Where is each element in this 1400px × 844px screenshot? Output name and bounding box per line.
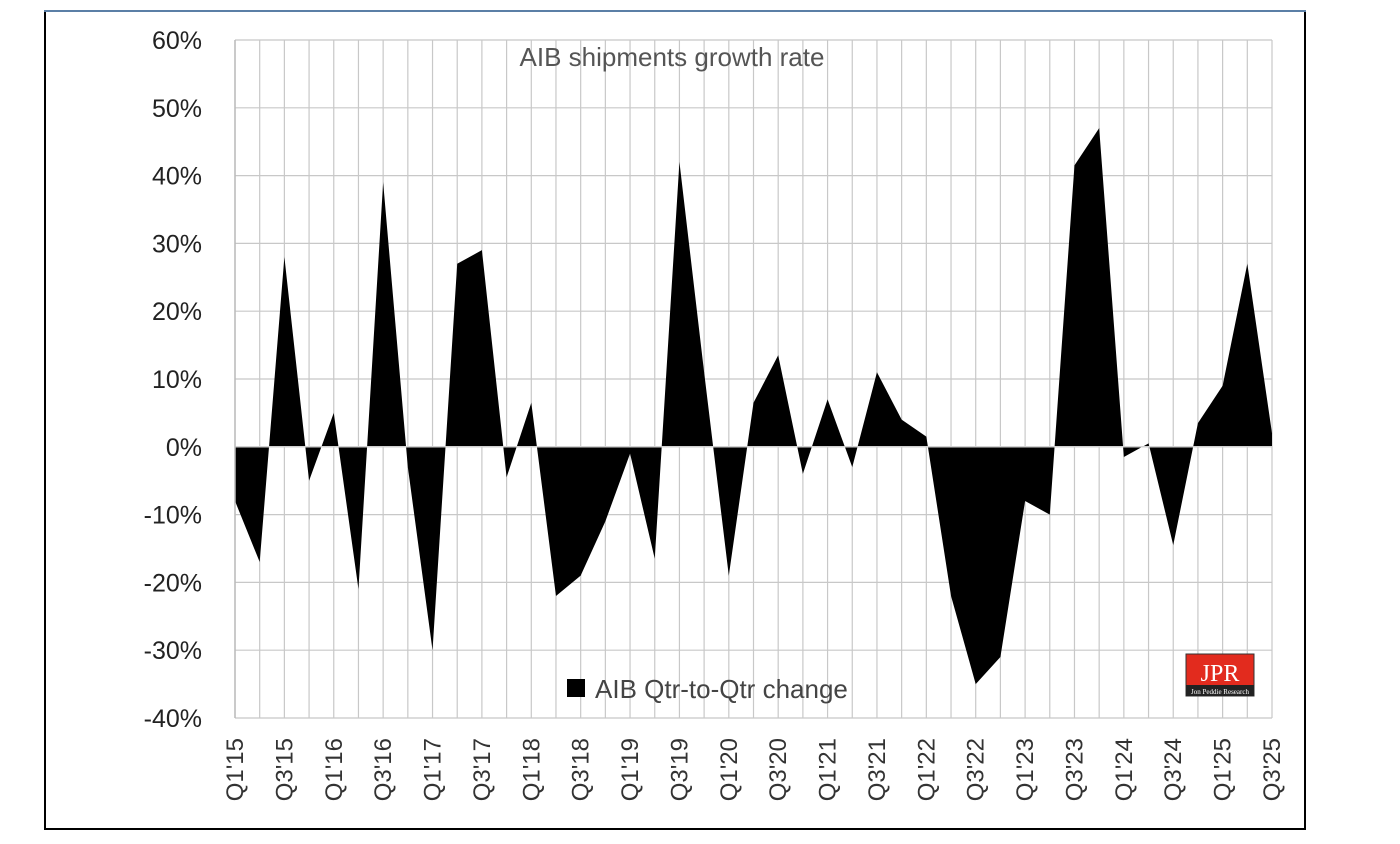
x-tick-label: Q1'16 — [321, 738, 348, 801]
x-tick-label: Q1'22 — [913, 738, 940, 801]
y-tick-label: 60% — [152, 27, 202, 55]
y-tick-label: -10% — [144, 502, 202, 530]
y-tick-label: -40% — [144, 705, 202, 733]
x-tick-label: Q1'24 — [1111, 738, 1138, 801]
jpr-logo: JPR Jon Peddie Research — [1185, 653, 1255, 697]
y-tick-label: 20% — [152, 298, 202, 326]
x-tick-label: Q3'20 — [765, 738, 792, 801]
x-axis-ticks: Q1'15 Q3'15 Q1'16 Q3'16 Q1'17 Q3'17 Q1'18 Q3'18… — [222, 738, 1286, 801]
x-tick-label: Q3'22 — [963, 738, 990, 801]
y-tick-label: 40% — [152, 163, 202, 191]
x-tick-label: Q3'25 — [1259, 738, 1286, 801]
logo-subtext: Jon Peddie Research — [1191, 688, 1249, 696]
x-tick-label: Q1'23 — [1012, 738, 1039, 801]
x-tick-label: Q1'19 — [617, 738, 644, 801]
legend: AIB Qtr-to-Qtr change — [567, 674, 848, 704]
x-tick-label: Q3'21 — [864, 738, 891, 801]
logo-text: JPR — [1201, 661, 1240, 687]
x-tick-label: Q3'19 — [666, 738, 693, 801]
x-tick-label: Q1'17 — [420, 738, 447, 801]
y-tick-label: -20% — [144, 569, 202, 597]
series-area-path — [235, 128, 1272, 685]
axes — [234, 40, 1272, 718]
x-tick-label: Q3'16 — [370, 738, 397, 801]
y-tick-label: 50% — [152, 95, 202, 123]
x-tick-label: Q1'25 — [1210, 738, 1237, 801]
y-tick-label: 30% — [152, 230, 202, 258]
x-tick-label: Q1'21 — [815, 738, 842, 801]
x-tick-label: Q3'18 — [568, 738, 595, 801]
y-tick-label: 0% — [166, 434, 202, 462]
x-tick-label: Q3'17 — [469, 738, 496, 801]
chart-title: AIB shipments growth rate — [520, 42, 825, 72]
x-tick-label: Q1'18 — [518, 738, 545, 801]
legend-label: AIB Qtr-to-Qtr change — [595, 674, 848, 704]
y-tick-label: 10% — [152, 366, 202, 394]
x-tick-label: Q3'24 — [1160, 738, 1187, 801]
x-tick-label: Q3'15 — [271, 738, 298, 801]
frame-top-accent — [44, 10, 1306, 12]
legend-swatch — [567, 679, 585, 697]
x-tick-label: Q1'20 — [716, 738, 743, 801]
x-tick-label: Q1'15 — [222, 738, 249, 801]
x-tick-label: Q3'23 — [1061, 738, 1088, 801]
y-axis-ticks: 60% 50% 40% 30% 20% 10% 0% -10% -20% -30% -40% — [144, 27, 202, 733]
y-tick-label: -30% — [144, 637, 202, 665]
